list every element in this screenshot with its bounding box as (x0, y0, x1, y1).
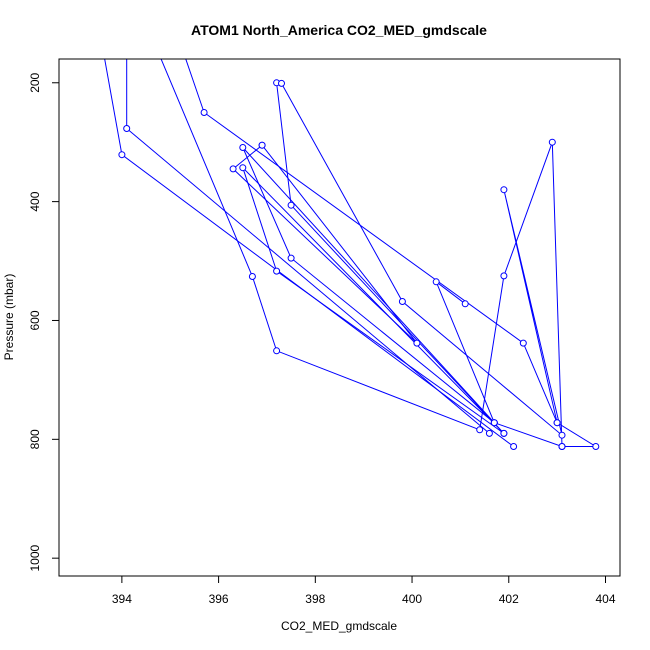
series-line-2 (126, 59, 490, 434)
data-point (510, 443, 518, 450)
data-point (476, 426, 484, 434)
data-point (500, 186, 508, 194)
data-point (432, 278, 440, 286)
data-point (287, 254, 295, 262)
plot-frame (58, 58, 621, 577)
data-point (123, 125, 131, 132)
data-point (287, 201, 295, 209)
data-point (461, 300, 469, 308)
y-tick-label: 1000 (28, 545, 42, 572)
data-point (490, 419, 498, 427)
data-point (485, 429, 493, 437)
x-tick-label: 394 (112, 592, 132, 606)
data-point (592, 443, 600, 450)
data-point (273, 347, 281, 355)
data-point (200, 109, 208, 116)
chart-title: ATOM1 North_America CO2_MED_gmdscale (191, 22, 487, 38)
data-point (118, 151, 126, 159)
x-tick-label: 404 (595, 592, 615, 606)
data-point (553, 419, 561, 427)
x-tick-label: 400 (402, 592, 422, 606)
data-point (413, 339, 421, 347)
y-axis-label: Pressure (mbar) (2, 274, 16, 361)
x-axis-label: CO2_MED_gmdscale (281, 619, 397, 633)
x-tick-label: 402 (499, 592, 519, 606)
data-point (273, 267, 281, 275)
series-line-6 (281, 83, 563, 437)
data-point (500, 272, 508, 280)
data-point (500, 429, 508, 437)
data-point (229, 165, 237, 173)
plot-points-layer (118, 79, 600, 450)
data-point (398, 298, 406, 305)
series-line-4 (185, 59, 598, 447)
y-tick-label: 200 (28, 72, 42, 92)
data-point (239, 144, 247, 151)
x-tick-label: 398 (305, 592, 325, 606)
plot-series-layer (104, 59, 598, 447)
data-point (558, 431, 566, 439)
data-point (248, 273, 256, 280)
y-tick-label: 400 (28, 191, 42, 211)
data-point (548, 138, 556, 146)
data-point (239, 164, 247, 172)
y-tick-label: 600 (28, 310, 42, 330)
series-line-5 (242, 82, 505, 434)
y-axis: 200 400 600 800 1000 (28, 72, 60, 572)
x-tick-label: 396 (209, 592, 229, 606)
data-point (278, 79, 285, 87)
data-point (519, 339, 527, 347)
y-tick-label: 800 (28, 429, 42, 449)
data-point (558, 443, 566, 450)
x-axis: 394 396 398 400 402 404 (112, 575, 616, 606)
series-line-7 (232, 144, 418, 344)
data-point (258, 141, 266, 149)
